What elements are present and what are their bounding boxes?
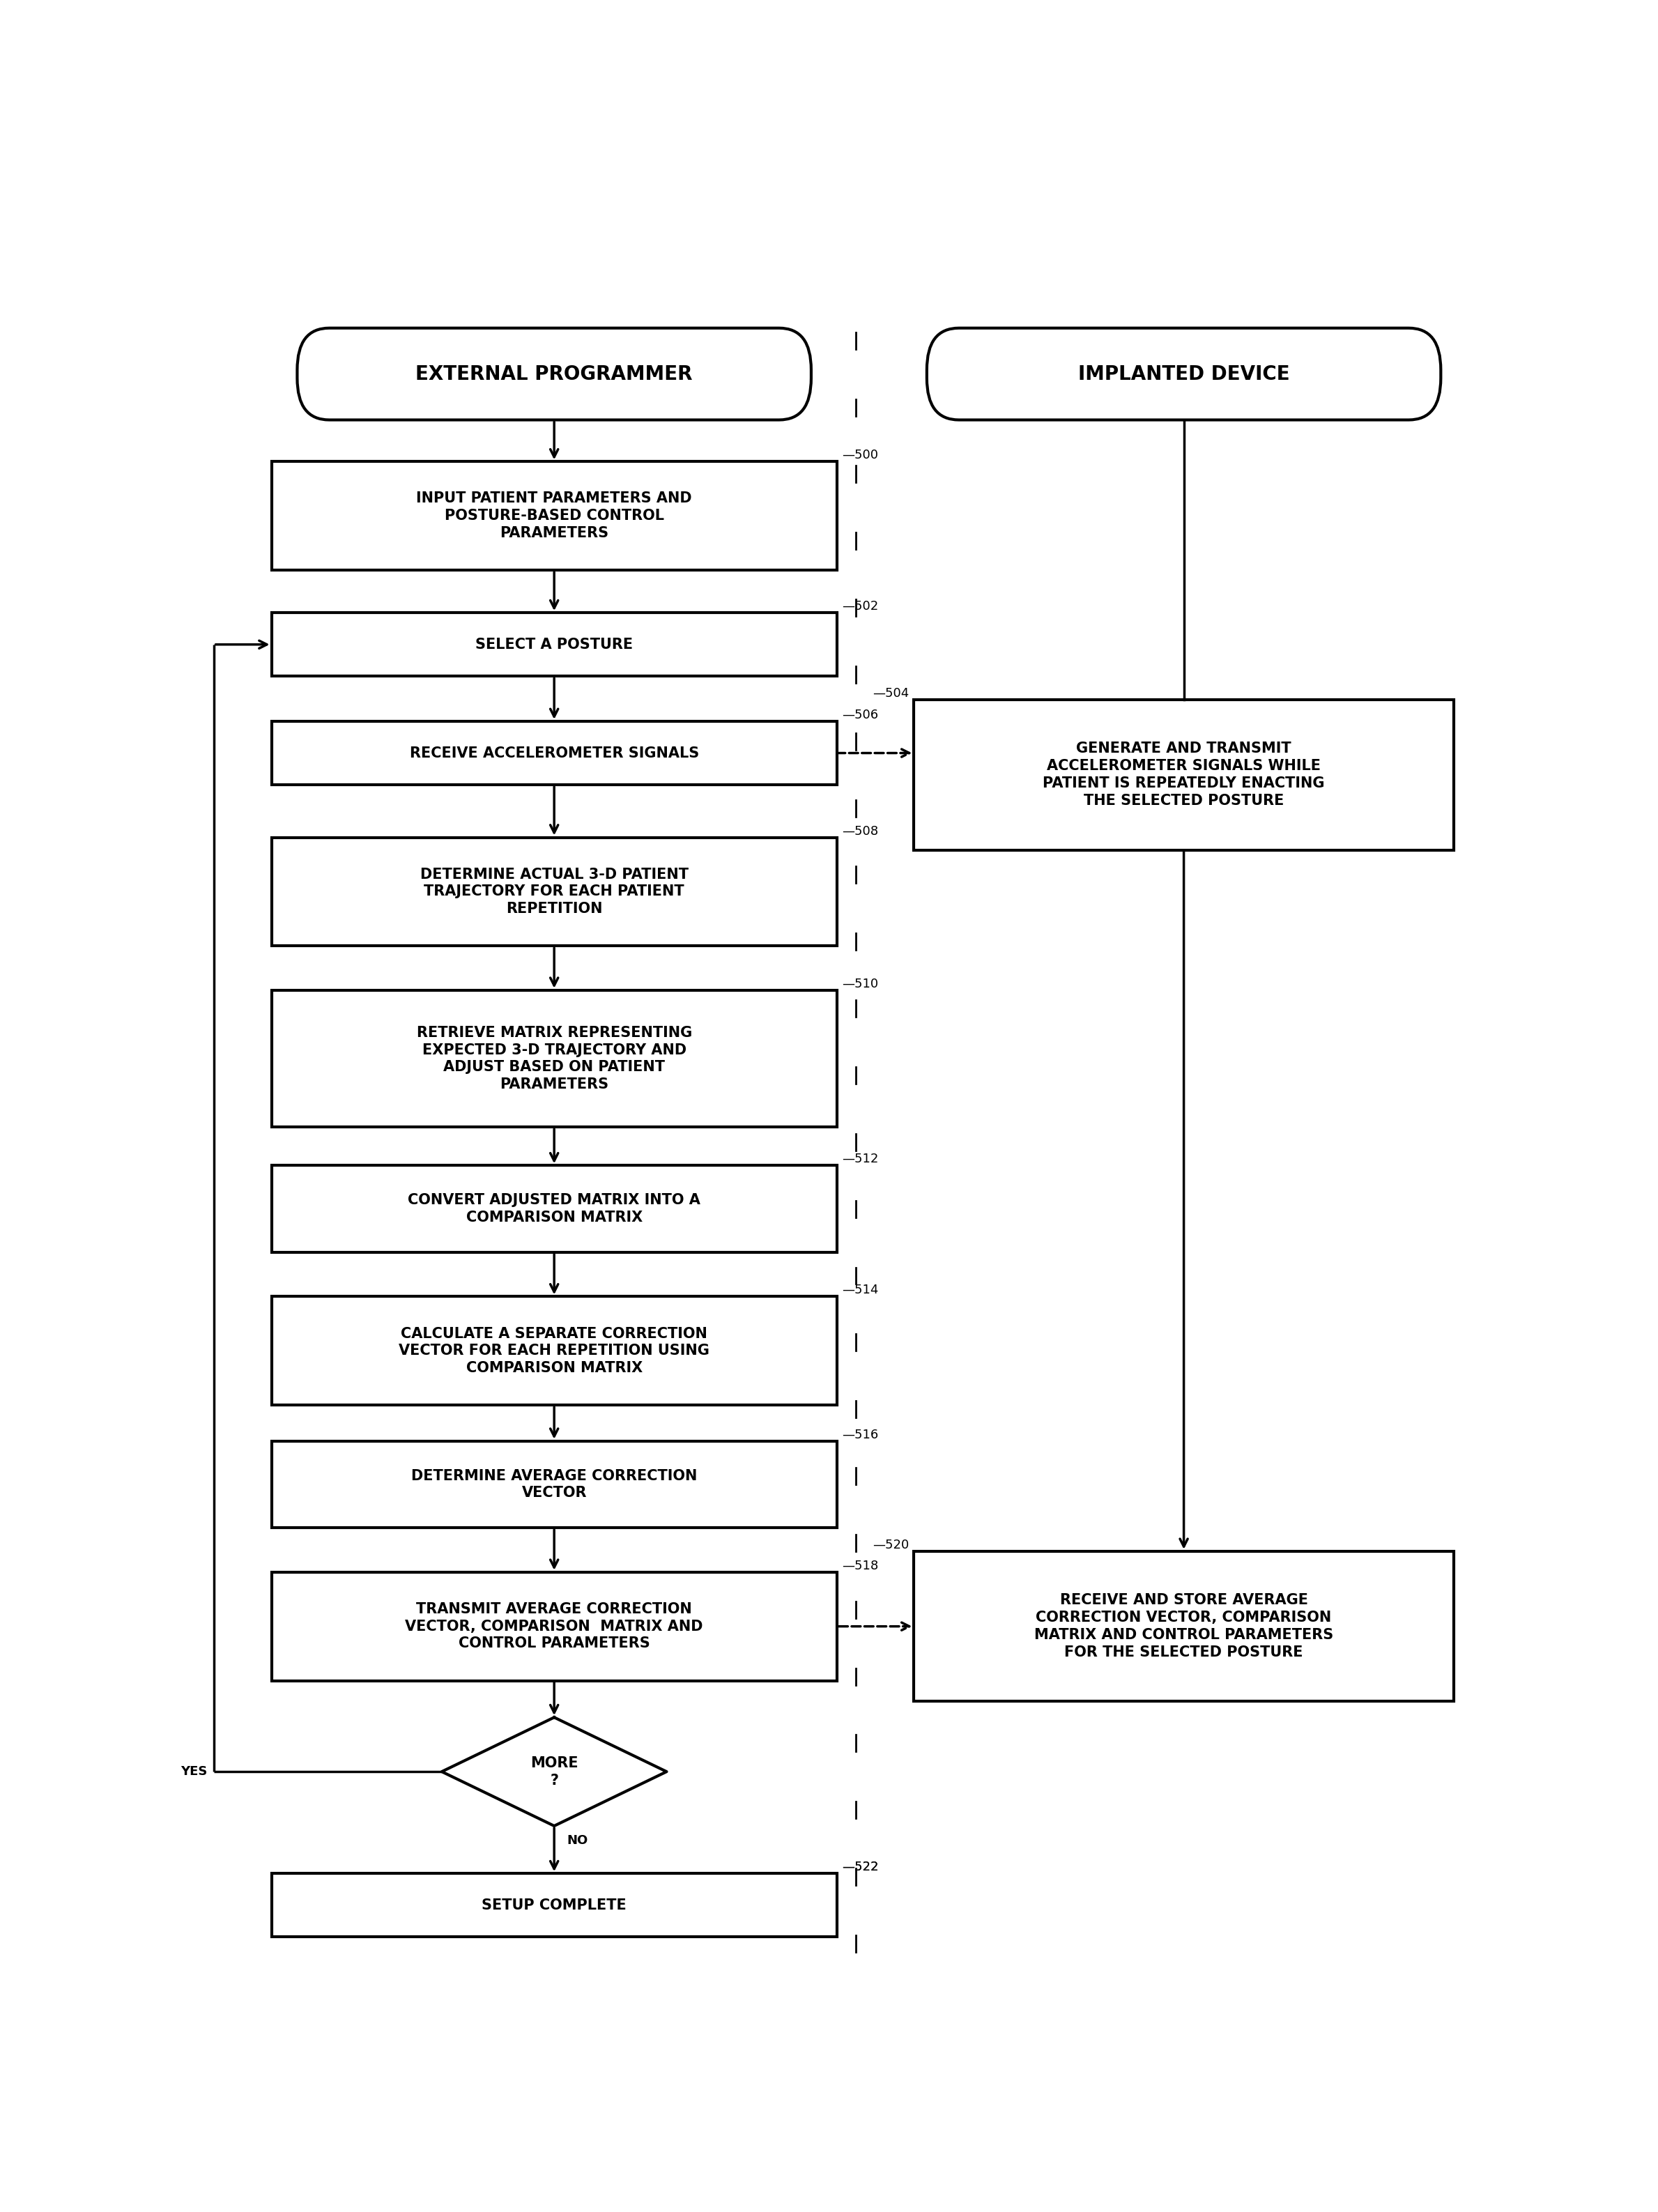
Text: —522: —522 [842, 1860, 879, 1874]
Text: DETERMINE ACTUAL 3-D PATIENT
TRAJECTORY FOR EACH PATIENT
REPETITION: DETERMINE ACTUAL 3-D PATIENT TRAJECTORY … [419, 867, 688, 916]
Text: —506: —506 [842, 708, 879, 721]
Text: —508: —508 [842, 825, 879, 838]
Text: TRANSMIT AVERAGE CORRECTION
VECTOR, COMPARISON  MATRIX AND
CONTROL PARAMETERS: TRANSMIT AVERAGE CORRECTION VECTOR, COMP… [405, 1601, 703, 1650]
Text: —520: —520 [872, 1540, 909, 1551]
Text: —512: —512 [842, 1152, 879, 1166]
FancyBboxPatch shape [297, 327, 811, 420]
Text: NO: NO [567, 1834, 589, 1847]
Bar [272, 462, 837, 571]
Text: IMPLANTED DEVICE: IMPLANTED DEVICE [1078, 365, 1290, 383]
Text: SETUP COMPLETE: SETUP COMPLETE [482, 1898, 627, 1911]
Bar [272, 838, 837, 947]
Text: —514: —514 [842, 1283, 879, 1296]
Bar [914, 699, 1454, 849]
Text: CALCULATE A SEPARATE CORRECTION
VECTOR FOR EACH REPETITION USING
COMPARISON MATR: CALCULATE A SEPARATE CORRECTION VECTOR F… [400, 1327, 710, 1376]
FancyBboxPatch shape [927, 327, 1441, 420]
Text: DETERMINE AVERAGE CORRECTION
VECTOR: DETERMINE AVERAGE CORRECTION VECTOR [411, 1469, 696, 1500]
Text: —518: —518 [842, 1559, 879, 1573]
Polygon shape [441, 1717, 667, 1825]
Bar [272, 1573, 837, 1681]
Text: INPUT PATIENT PARAMETERS AND
POSTURE-BASED CONTROL
PARAMETERS: INPUT PATIENT PARAMETERS AND POSTURE-BAS… [416, 491, 691, 540]
Bar [272, 1874, 837, 1938]
Text: —502: —502 [842, 599, 879, 613]
Text: GENERATE AND TRANSMIT
ACCELEROMETER SIGNALS WHILE
PATIENT IS REPEATEDLY ENACTING: GENERATE AND TRANSMIT ACCELEROMETER SIGN… [1043, 741, 1325, 807]
Bar [272, 613, 837, 677]
Text: EXTERNAL PROGRAMMER: EXTERNAL PROGRAMMER [416, 365, 693, 383]
Text: SELECT A POSTURE: SELECT A POSTURE [476, 637, 633, 653]
Text: —504: —504 [872, 688, 909, 699]
Text: RECEIVE AND STORE AVERAGE
CORRECTION VECTOR, COMPARISON
MATRIX AND CONTROL PARAM: RECEIVE AND STORE AVERAGE CORRECTION VEC… [1035, 1593, 1333, 1659]
Bar [914, 1551, 1454, 1701]
Text: CONVERT ADJUSTED MATRIX INTO A
COMPARISON MATRIX: CONVERT ADJUSTED MATRIX INTO A COMPARISO… [408, 1192, 700, 1225]
Bar [272, 721, 837, 785]
Text: RECEIVE ACCELEROMETER SIGNALS: RECEIVE ACCELEROMETER SIGNALS [410, 745, 700, 761]
Text: —522: —522 [842, 1860, 879, 1874]
Text: —510: —510 [842, 978, 879, 991]
Bar [272, 1166, 837, 1252]
Bar [272, 1440, 837, 1528]
Text: —516: —516 [842, 1429, 879, 1440]
Text: RETRIEVE MATRIX REPRESENTING
EXPECTED 3-D TRAJECTORY AND
ADJUST BASED ON PATIENT: RETRIEVE MATRIX REPRESENTING EXPECTED 3-… [416, 1026, 691, 1091]
Text: —500: —500 [842, 449, 879, 462]
Text: MORE
?: MORE ? [531, 1756, 579, 1787]
Bar [272, 1296, 837, 1405]
Text: YES: YES [181, 1765, 207, 1778]
Bar [272, 991, 837, 1128]
